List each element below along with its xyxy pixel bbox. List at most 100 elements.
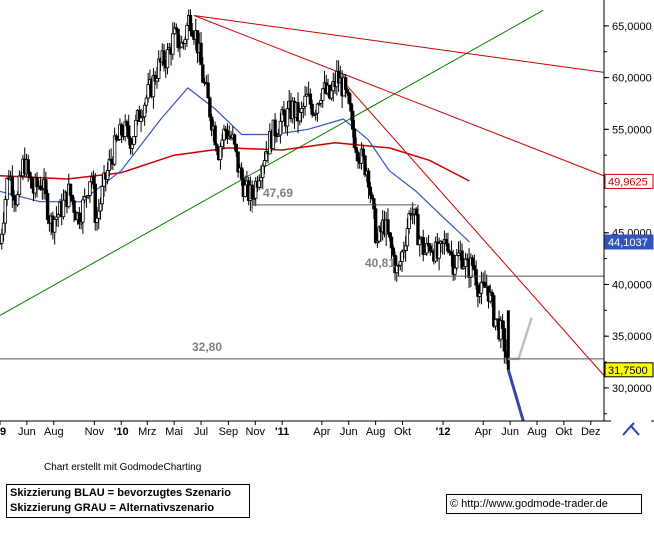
candle-up [3,199,7,224]
candle-up [453,267,457,275]
candle-up [319,100,323,104]
candle-down [349,102,353,112]
candle-down [28,172,32,178]
candle-down [215,144,219,152]
candle-down [388,232,392,238]
candle-down [70,194,75,202]
y-tick-label: 60,0000 [612,73,652,85]
legend-line-blue: Skizzierung BLAU = bevorzugtes Szenario [10,487,231,499]
draw-tool-icon[interactable] [611,419,651,439]
x-tick-label: Aug [527,426,547,438]
candle-down [213,125,217,146]
candle-up [130,143,134,149]
candle-down [26,159,30,173]
candle-down [363,155,367,176]
x-tick-label: Jun [18,426,36,438]
chart-series [0,9,605,422]
support-levels: 47,69 40,81 32,80 [0,186,604,360]
candle-up [95,217,99,223]
candle-up [262,160,267,167]
x-tick-label: Apr [475,426,492,438]
candle-down [35,177,39,188]
candle-down [10,176,15,197]
x-tick-label: Jun [340,426,358,438]
candle-down [414,208,418,215]
candle-down [308,93,313,105]
candle-down [236,151,240,173]
candle-down [345,89,350,94]
candle-up [257,180,261,188]
value-tag [604,362,654,378]
candle-up [463,258,468,268]
candle-up [132,136,136,145]
candle-down [208,97,212,118]
candle-up [142,104,147,118]
candle-up [418,238,422,246]
support-level-label: 32,80 [192,340,222,354]
candle-down [68,183,73,196]
source-url[interactable]: © http://www.godmode-trader.de [446,494,642,514]
value-tag-label: 31,7500 [608,365,648,377]
candle-down [176,28,180,48]
value-tags: 49,9625 44,1037 31,7500 [604,173,654,378]
candle-up [1,222,6,235]
x-tick-label: Jul [194,426,208,438]
candle-down [444,238,448,245]
candle-up [218,146,223,161]
candle-up [144,97,149,106]
candle-up [315,103,320,114]
candle-down [239,167,244,180]
candle-down [93,183,97,223]
candle-up [17,175,22,196]
candle-down [343,77,348,90]
candle-up [477,292,482,297]
candle-down [446,243,450,252]
x-tick-label: Dez [581,426,601,438]
x-tick-label: Sep [219,426,239,438]
candle-down [389,236,394,249]
x-tick-label: Aug [44,426,64,438]
candle-down [472,265,477,271]
candle-up [407,213,411,229]
candle-down [44,179,48,194]
candle-down [352,128,357,148]
x-tick-label: Apr [313,426,330,438]
candle-up [98,203,103,212]
x-tick-label: '12 [436,426,451,438]
candle-up [329,90,334,99]
candle-up [321,88,325,101]
candle-down [12,195,16,201]
candle-down [500,320,505,330]
candle-up [151,75,156,98]
candle-down [428,245,432,252]
candle-up [97,210,101,219]
candle-down [386,219,390,233]
moving-average-red [0,141,470,182]
candle-down [199,42,203,66]
candle-up [56,214,60,218]
candle-down [119,124,124,136]
candle-down [449,251,454,256]
candle-down [356,152,360,162]
candle-down [30,176,34,189]
candle-up [479,281,484,294]
candle-up [61,199,66,218]
candle-up [243,184,247,197]
candle-up [259,177,263,182]
candle-down [91,176,96,185]
x-tick-label: '10 [114,426,129,438]
candle-down [373,208,378,243]
support-level-label: 40,81 [365,256,395,270]
value-tag-label: 49,9625 [608,176,648,188]
value-tag-label: 44,1037 [608,237,648,249]
candle-down [421,237,425,255]
scenario-legend: Skizzierung BLAU = bevorzugtes Szenario … [6,484,250,518]
candle-up [81,199,85,223]
candle-up [493,318,498,327]
candle-up [139,117,143,122]
candle-up [303,95,307,107]
candle-up [405,228,410,247]
candle-down [127,125,131,139]
candle-down [366,170,371,188]
candle-up [88,181,92,196]
